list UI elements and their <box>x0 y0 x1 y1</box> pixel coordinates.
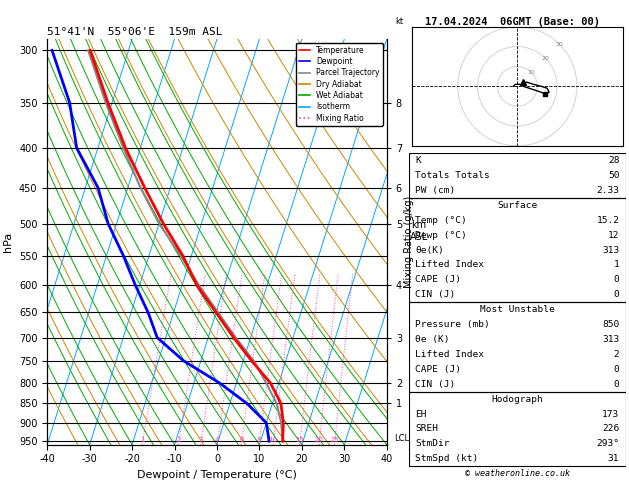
Text: 0: 0 <box>614 276 620 284</box>
Text: θe(K): θe(K) <box>415 245 444 255</box>
Text: 25: 25 <box>330 436 339 443</box>
Text: 1: 1 <box>614 260 620 269</box>
Text: 4: 4 <box>215 436 220 443</box>
Text: Most Unstable: Most Unstable <box>480 305 555 314</box>
Text: SREH: SREH <box>415 424 438 434</box>
Text: 20: 20 <box>542 56 549 61</box>
Text: 850: 850 <box>602 320 620 329</box>
Text: 173: 173 <box>602 410 620 418</box>
Text: 15.2: 15.2 <box>596 216 620 225</box>
Bar <box>409 198 626 302</box>
Text: 313: 313 <box>602 245 620 255</box>
Text: 3: 3 <box>199 436 203 443</box>
Text: CIN (J): CIN (J) <box>415 380 455 389</box>
Text: CIN (J): CIN (J) <box>415 290 455 299</box>
Text: 12: 12 <box>608 230 620 240</box>
Text: CAPE (J): CAPE (J) <box>415 365 461 374</box>
Bar <box>409 302 626 392</box>
Text: Surface: Surface <box>498 201 537 210</box>
Text: θe (K): θe (K) <box>415 335 450 344</box>
Text: 2: 2 <box>614 350 620 359</box>
Text: 20: 20 <box>314 436 323 443</box>
Text: EH: EH <box>415 410 427 418</box>
Text: 0: 0 <box>614 290 620 299</box>
Text: Totals Totals: Totals Totals <box>415 171 490 180</box>
Text: Mixing Ratio (g/kg): Mixing Ratio (g/kg) <box>404 196 414 288</box>
Bar <box>409 153 626 198</box>
Text: 2.33: 2.33 <box>596 186 620 195</box>
Text: © weatheronline.co.uk: © weatheronline.co.uk <box>465 469 570 478</box>
Text: 50: 50 <box>608 171 620 180</box>
Text: Hodograph: Hodograph <box>491 395 543 404</box>
Text: 31: 31 <box>608 454 620 463</box>
Text: 10: 10 <box>269 436 277 443</box>
Text: 15: 15 <box>295 436 304 443</box>
Text: 313: 313 <box>602 335 620 344</box>
Text: 293°: 293° <box>596 439 620 449</box>
Text: 2: 2 <box>176 436 181 443</box>
X-axis label: Dewpoint / Temperature (°C): Dewpoint / Temperature (°C) <box>137 470 297 480</box>
Text: Dewp (°C): Dewp (°C) <box>415 230 467 240</box>
Text: kt: kt <box>395 17 403 26</box>
Text: Lifted Index: Lifted Index <box>415 350 484 359</box>
Text: 10: 10 <box>528 69 535 75</box>
Y-axis label: km
ASL: km ASL <box>409 220 428 242</box>
Text: 0: 0 <box>614 380 620 389</box>
Text: Temp (°C): Temp (°C) <box>415 216 467 225</box>
Text: 28: 28 <box>608 156 620 165</box>
Text: 51°41'N  55°06'E  159m ASL: 51°41'N 55°06'E 159m ASL <box>47 27 223 37</box>
Text: CAPE (J): CAPE (J) <box>415 276 461 284</box>
Text: 0: 0 <box>614 365 620 374</box>
Text: PW (cm): PW (cm) <box>415 186 455 195</box>
Text: Pressure (mb): Pressure (mb) <box>415 320 490 329</box>
Bar <box>409 392 626 466</box>
Text: 17.04.2024  06GMT (Base: 00): 17.04.2024 06GMT (Base: 00) <box>425 17 600 27</box>
Text: 30: 30 <box>555 42 564 47</box>
Text: 226: 226 <box>602 424 620 434</box>
Text: K: K <box>415 156 421 165</box>
Text: StmDir: StmDir <box>415 439 450 449</box>
Legend: Temperature, Dewpoint, Parcel Trajectory, Dry Adiabat, Wet Adiabat, Isotherm, Mi: Temperature, Dewpoint, Parcel Trajectory… <box>296 43 383 125</box>
Text: LCL: LCL <box>394 434 409 443</box>
Text: 8: 8 <box>257 436 261 443</box>
Text: StmSpd (kt): StmSpd (kt) <box>415 454 479 463</box>
Text: 6: 6 <box>239 436 243 443</box>
Text: 1: 1 <box>140 436 145 443</box>
Y-axis label: hPa: hPa <box>3 232 13 252</box>
Text: Lifted Index: Lifted Index <box>415 260 484 269</box>
